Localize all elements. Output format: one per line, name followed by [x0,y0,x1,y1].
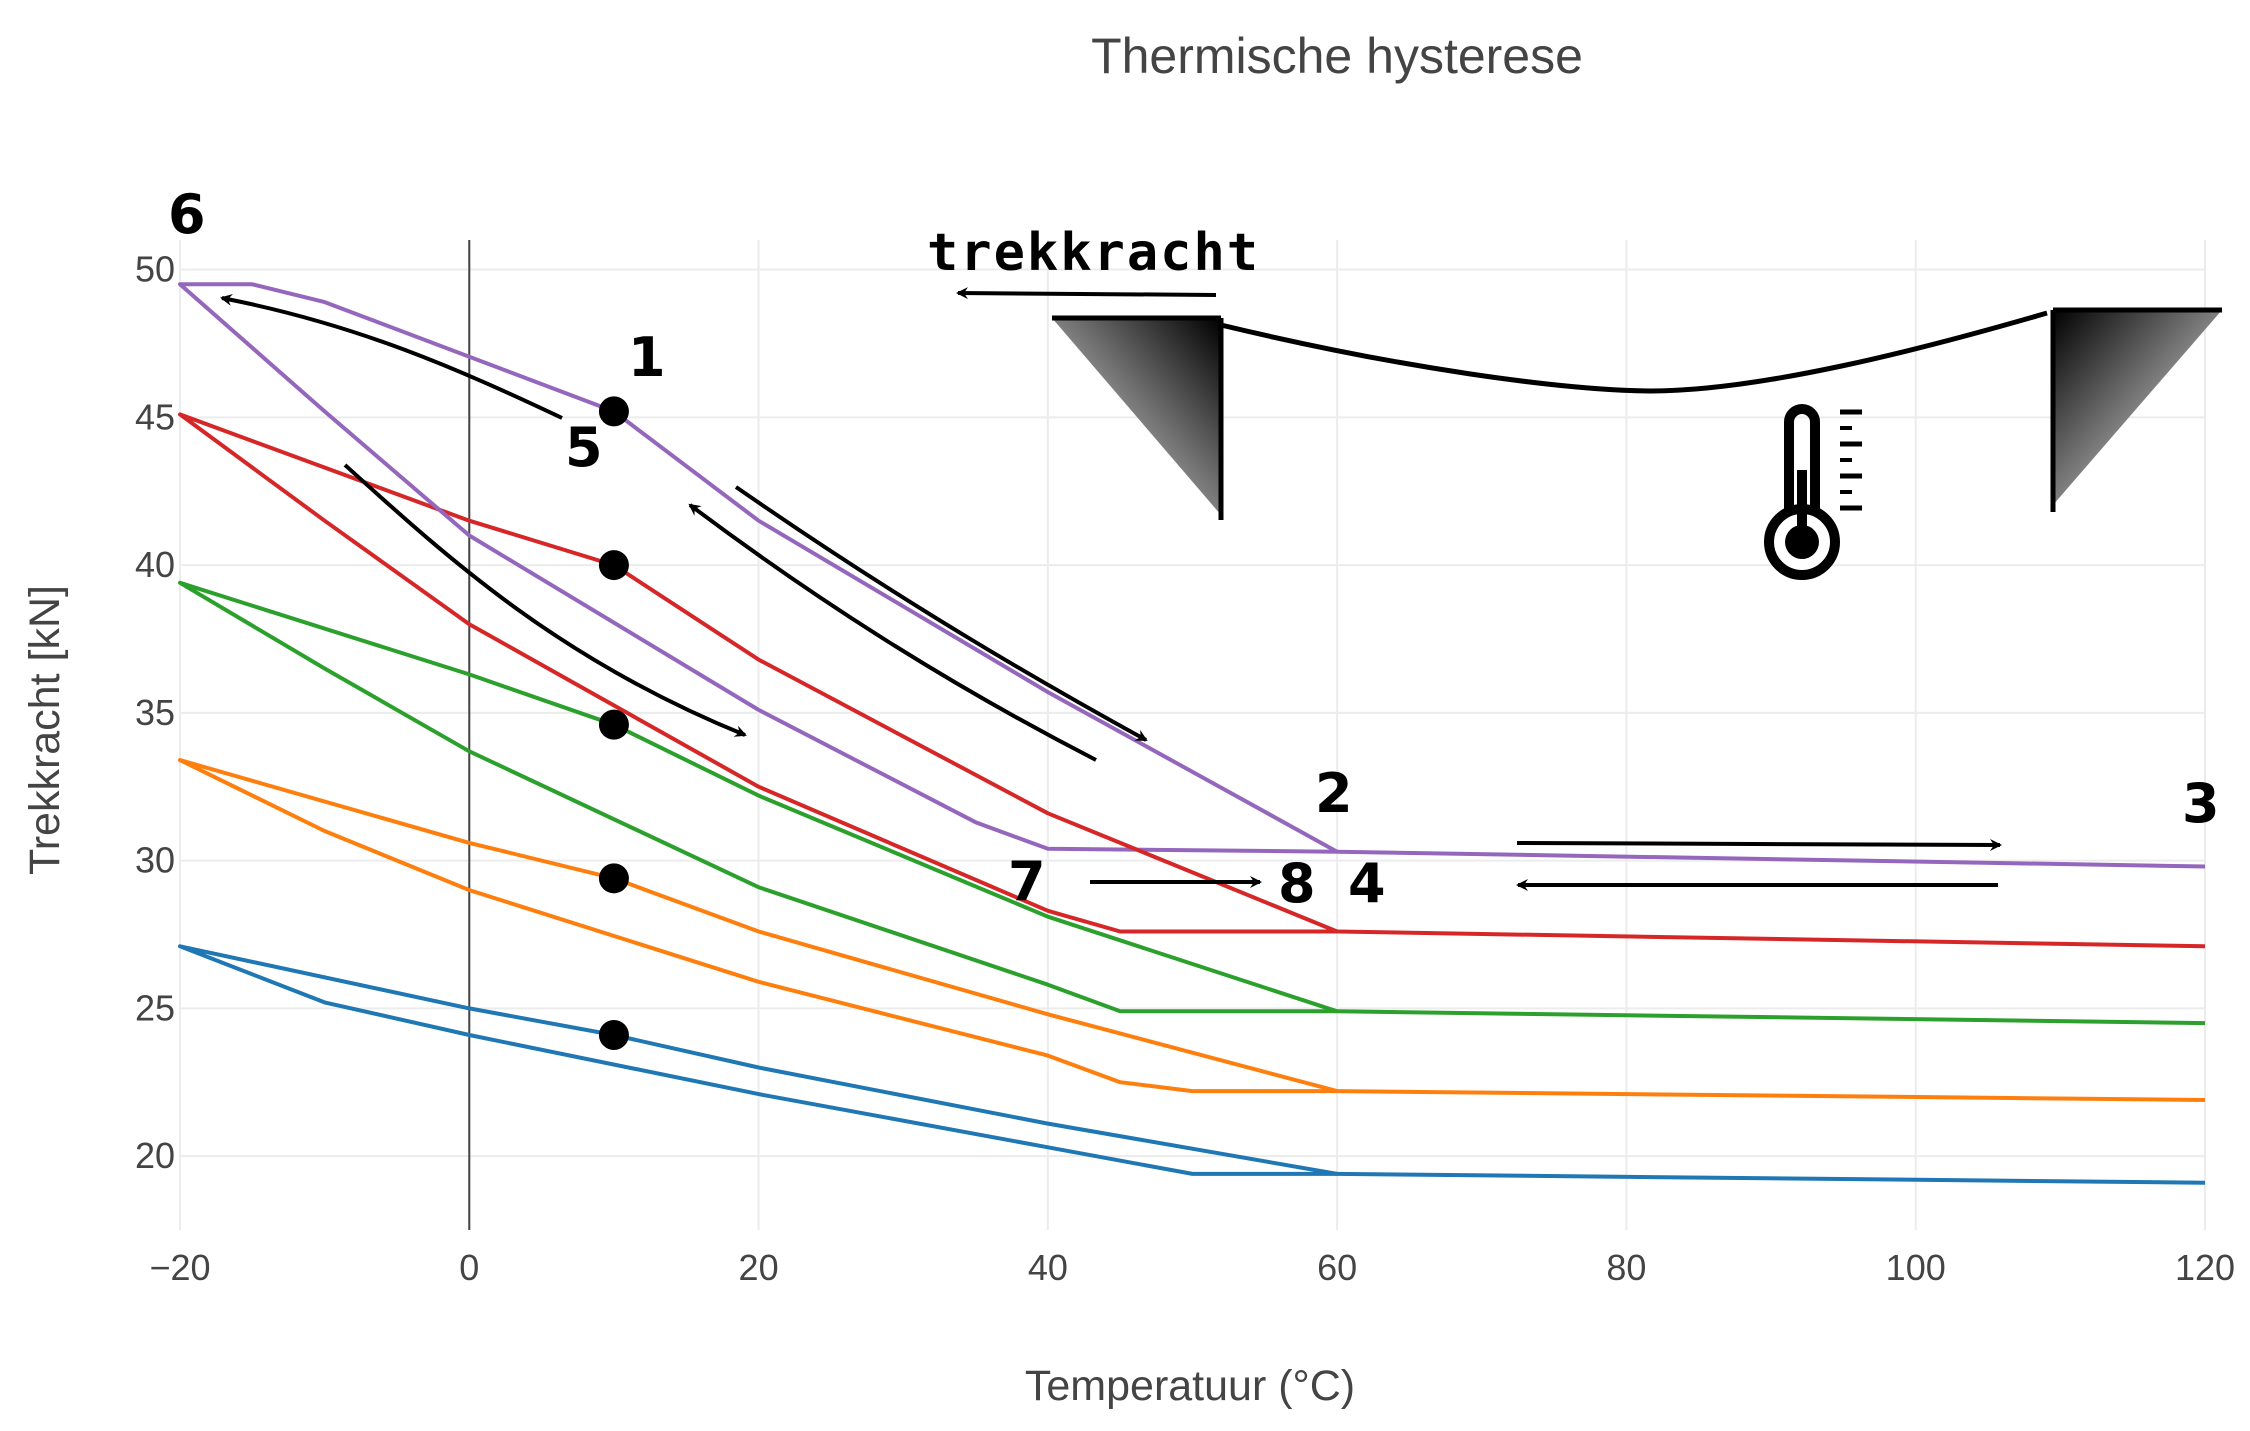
cable [1220,310,2048,394]
step-label-3: 3 [2182,772,2220,835]
series-lines [178,282,2206,1185]
x-axis-title: Temperatuur (°C) [1025,1362,1355,1410]
x-tick-label: −20 [149,1247,210,1288]
series-line [178,412,2206,949]
step-label-6: 6 [168,183,206,246]
x-tick-label: 0 [459,1247,479,1288]
x-tick-label: 100 [1886,1247,1946,1288]
data-points [598,396,629,1050]
arrow-6-to-7 [343,463,747,737]
y-tick-label: 50 [135,249,175,290]
series-line [613,876,1338,1094]
y-tick-label: 45 [135,396,175,437]
chart-title: Thermische hysterese [1091,28,1583,84]
x-tick-labels: −20 0 20 40 60 80 100 120 [149,1247,2235,1288]
arrow-2-to-3 [1516,838,2002,851]
x-tick-label: 80 [1606,1247,1646,1288]
series-line [178,758,2206,1102]
step-label-5: 5 [565,416,603,479]
data-point [598,396,629,427]
step-label-1: 1 [628,326,666,389]
series-line [178,944,2206,1185]
data-point [598,1019,629,1050]
arrow-1-to-2 [734,485,1148,742]
x-tick-label: 120 [2175,1247,2235,1288]
series-line [178,580,2206,1026]
direction-arrows [220,294,2002,891]
arrow-4-to-1 [688,503,1097,762]
y-tick-label: 25 [135,987,175,1028]
y-tick-labels: 20 25 30 35 40 45 50 [135,249,175,1177]
y-tick-label: 35 [135,692,175,733]
x-tick-label: 60 [1317,1247,1357,1288]
y-axis-title: Trekkracht [kN] [21,585,69,875]
right-support [2053,310,2222,505]
data-point [598,863,629,894]
trekkracht-arrow [956,287,1217,300]
cable-inset: trekkracht [927,223,2222,580]
step-label-8: 8 [1278,852,1316,915]
series-line [613,1033,1338,1176]
series-line [178,282,2206,869]
arrow-5-to-6 [220,294,563,420]
step-label-4: 4 [1348,852,1386,915]
step-label-2: 2 [1315,762,1353,825]
y-tick-label: 40 [135,544,175,585]
thermometer-icon [1764,404,1862,580]
trekkracht-label: trekkracht [927,223,1260,283]
step-labels: 1 2 3 4 5 6 7 8 [168,183,2220,915]
data-point [598,709,629,740]
x-tick-label: 20 [739,1247,779,1288]
series-line [612,563,1338,934]
data-point [598,550,629,581]
y-tick-label: 20 [135,1135,175,1176]
series-line [612,409,1339,854]
x-tick-label: 40 [1028,1247,1068,1288]
series-line [613,722,1338,1014]
step-label-7: 7 [1008,850,1046,913]
y-tick-label: 30 [135,840,175,881]
left-support [1052,318,1221,515]
